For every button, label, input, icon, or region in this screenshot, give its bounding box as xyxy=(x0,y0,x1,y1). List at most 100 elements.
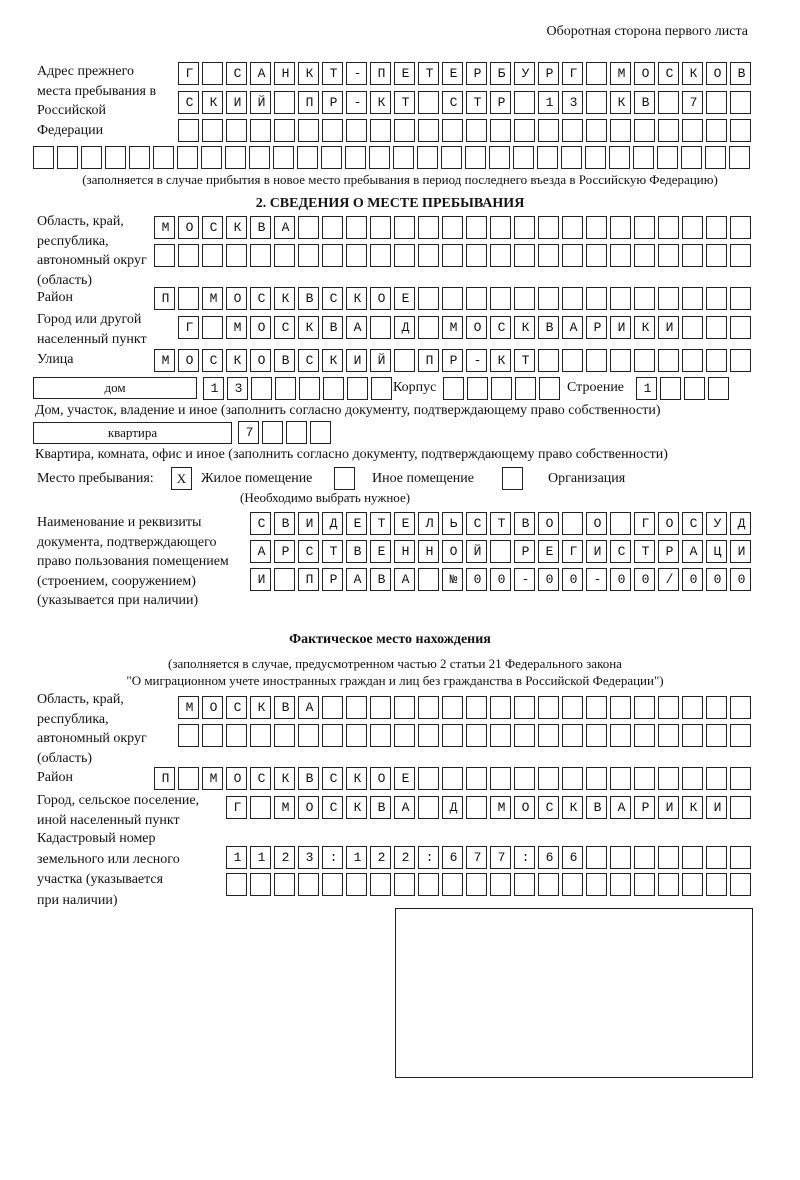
letter-cell[interactable] xyxy=(322,568,343,591)
letter-cell[interactable] xyxy=(274,512,295,535)
letter-cell[interactable] xyxy=(657,146,678,169)
letter-cell[interactable] xyxy=(633,146,654,169)
letter-cell[interactable] xyxy=(658,796,679,819)
letter-cell[interactable] xyxy=(153,146,174,169)
letter-cell[interactable] xyxy=(203,377,224,400)
letter-cell[interactable] xyxy=(346,244,367,267)
letter-cell[interactable] xyxy=(286,421,307,444)
letter-cell[interactable] xyxy=(466,316,487,339)
letter-cell[interactable] xyxy=(586,873,607,896)
letter-cell[interactable] xyxy=(298,62,319,85)
letter-cell[interactable] xyxy=(490,724,511,747)
letter-cell[interactable] xyxy=(274,349,295,372)
letter-cell[interactable] xyxy=(57,146,78,169)
letter-cell[interactable] xyxy=(418,349,439,372)
letter-cell[interactable] xyxy=(298,316,319,339)
letter-cell[interactable] xyxy=(274,767,295,790)
letter-cell[interactable] xyxy=(730,846,751,869)
letter-cell[interactable] xyxy=(298,91,319,114)
letter-cell[interactable] xyxy=(562,512,583,535)
letter-cell[interactable] xyxy=(491,377,512,400)
letter-cell[interactable] xyxy=(250,767,271,790)
letter-cell[interactable] xyxy=(226,62,247,85)
letter-cell[interactable] xyxy=(705,146,726,169)
letter-cell[interactable] xyxy=(250,846,271,869)
letter-cell[interactable] xyxy=(610,846,631,869)
letter-cell[interactable] xyxy=(706,796,727,819)
letter-cell[interactable] xyxy=(730,767,751,790)
letter-cell[interactable] xyxy=(658,91,679,114)
letter-cell[interactable] xyxy=(682,724,703,747)
letter-cell[interactable] xyxy=(442,91,463,114)
letter-cell[interactable] xyxy=(586,724,607,747)
letter-cell[interactable] xyxy=(273,146,294,169)
letter-cell[interactable] xyxy=(394,349,415,372)
letter-cell[interactable] xyxy=(418,767,439,790)
letter-cell[interactable] xyxy=(442,62,463,85)
letter-cell[interactable] xyxy=(658,244,679,267)
letter-cell[interactable] xyxy=(730,540,751,563)
letter-cell[interactable] xyxy=(250,62,271,85)
letter-cell[interactable] xyxy=(682,62,703,85)
letter-cell[interactable] xyxy=(706,349,727,372)
letter-cell[interactable] xyxy=(730,244,751,267)
letter-cell[interactable] xyxy=(490,119,511,142)
organization-checkbox[interactable] xyxy=(502,467,523,490)
letter-cell[interactable] xyxy=(178,349,199,372)
letter-cell[interactable] xyxy=(586,91,607,114)
letter-cell[interactable] xyxy=(562,540,583,563)
letter-cell[interactable] xyxy=(394,62,415,85)
letter-cell[interactable] xyxy=(610,796,631,819)
letter-cell[interactable] xyxy=(730,349,751,372)
letter-cell[interactable] xyxy=(298,287,319,310)
letter-cell[interactable] xyxy=(538,349,559,372)
letter-cell[interactable] xyxy=(514,512,535,535)
letter-cell[interactable] xyxy=(370,316,391,339)
letter-cell[interactable] xyxy=(658,216,679,239)
letter-cell[interactable] xyxy=(706,696,727,719)
letter-cell[interactable] xyxy=(658,846,679,869)
letter-cell[interactable] xyxy=(466,349,487,372)
letter-cell[interactable] xyxy=(706,724,727,747)
letter-cell[interactable] xyxy=(561,146,582,169)
letter-cell[interactable] xyxy=(442,540,463,563)
letter-cell[interactable] xyxy=(370,62,391,85)
letter-cell[interactable] xyxy=(393,146,414,169)
letter-cell[interactable] xyxy=(537,146,558,169)
letter-cell[interactable] xyxy=(322,796,343,819)
letter-cell[interactable] xyxy=(466,216,487,239)
letter-cell[interactable] xyxy=(515,377,536,400)
letter-cell[interactable] xyxy=(226,873,247,896)
letter-cell[interactable] xyxy=(490,316,511,339)
letter-cell[interactable] xyxy=(562,91,583,114)
letter-cell[interactable] xyxy=(321,146,342,169)
letter-cell[interactable] xyxy=(514,244,535,267)
letter-cell[interactable] xyxy=(513,146,534,169)
letter-cell[interactable] xyxy=(274,873,295,896)
letter-cell[interactable] xyxy=(238,421,259,444)
letter-cell[interactable] xyxy=(178,724,199,747)
letter-cell[interactable] xyxy=(684,377,705,400)
letter-cell[interactable] xyxy=(514,724,535,747)
letter-cell[interactable] xyxy=(249,146,270,169)
letter-cell[interactable] xyxy=(322,873,343,896)
letter-cell[interactable] xyxy=(682,873,703,896)
letter-cell[interactable] xyxy=(298,724,319,747)
letter-cell[interactable] xyxy=(202,696,223,719)
letter-cell[interactable] xyxy=(562,349,583,372)
letter-cell[interactable] xyxy=(610,216,631,239)
letter-cell[interactable] xyxy=(538,846,559,869)
letter-cell[interactable] xyxy=(418,512,439,535)
letter-cell[interactable] xyxy=(562,724,583,747)
letter-cell[interactable] xyxy=(658,349,679,372)
letter-cell[interactable] xyxy=(538,767,559,790)
letter-cell[interactable] xyxy=(730,287,751,310)
letter-cell[interactable] xyxy=(610,62,631,85)
letter-cell[interactable] xyxy=(370,846,391,869)
letter-cell[interactable] xyxy=(610,91,631,114)
letter-cell[interactable] xyxy=(730,91,751,114)
letter-cell[interactable] xyxy=(442,796,463,819)
letter-cell[interactable] xyxy=(346,696,367,719)
letter-cell[interactable] xyxy=(250,873,271,896)
letter-cell[interactable] xyxy=(394,568,415,591)
